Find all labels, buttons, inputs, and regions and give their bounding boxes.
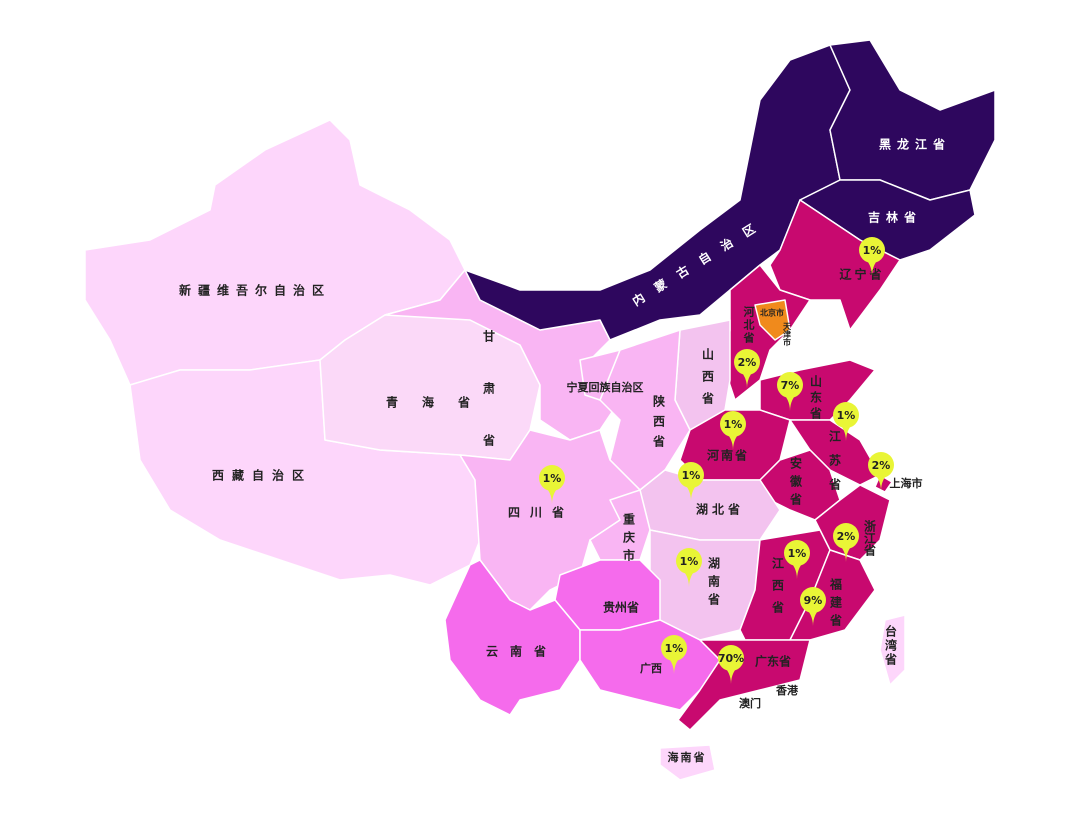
province-shape [129, 359, 481, 586]
pin-marker [678, 462, 704, 488]
pin: 1% [720, 411, 746, 450]
province-label: 宁夏回族自治区 [567, 380, 644, 394]
province-label: 江西省 [771, 556, 785, 623]
province-shape [829, 39, 996, 201]
province-label: 上海市 [890, 476, 923, 490]
pin: 2% [868, 452, 894, 491]
pin-marker [784, 540, 810, 566]
province-label: 河北省 [742, 305, 756, 345]
province-label: 云南省 [486, 644, 558, 659]
pin: 1% [859, 237, 885, 276]
pin-label: 1% [837, 409, 856, 422]
province-label: 香港 [775, 683, 799, 697]
percentage-pins: 1% 2% 7% 1% 1% 2% 1% 1% 2% 1% 1% 9% 1% 70% [539, 237, 894, 684]
province-label: 浙江省 [863, 519, 877, 557]
pin-marker [833, 523, 859, 549]
province-label: 陕西省 [652, 394, 666, 455]
pin: 7% [777, 372, 803, 411]
province-label: 湖北省 [696, 502, 744, 517]
pin-label: 70% [718, 652, 744, 665]
province-shape [659, 744, 716, 781]
province-label: 福建省 [829, 577, 843, 632]
province-label: 湖南省 [707, 556, 721, 611]
pin-marker [661, 635, 687, 661]
province-label: 辽宁省 [839, 267, 884, 282]
pin: 2% [734, 349, 760, 388]
pin-marker [868, 452, 894, 478]
province-shape [754, 299, 791, 341]
province-label: 西藏自治区 [212, 468, 312, 483]
province-label: 天津市 [782, 322, 792, 347]
province-label: 海南省 [668, 750, 707, 764]
pin: 2% [833, 523, 859, 562]
pin: 1% [833, 402, 859, 441]
pin-marker [859, 237, 885, 263]
pin-label: 2% [738, 356, 757, 369]
pin: 1% [661, 635, 687, 674]
province-shape [677, 639, 811, 731]
province-label: 江苏省 [828, 429, 842, 502]
pin-label: 1% [863, 244, 882, 257]
province-label: 重庆市 [622, 512, 636, 567]
pin-marker [676, 548, 702, 574]
pin-label: 1% [543, 472, 562, 485]
province-label: 吉林省 [868, 210, 922, 225]
pin-label: 7% [781, 379, 800, 392]
province-shape [879, 614, 906, 686]
province-label: 青海省 [386, 395, 494, 410]
provinces [84, 39, 996, 781]
pin-marker [539, 465, 565, 491]
province-label: 黑龙江省 [879, 137, 951, 152]
pin-label: 1% [724, 418, 743, 431]
pin-label: 1% [665, 642, 684, 655]
pin-marker [718, 645, 744, 671]
province-label: 广西 [640, 661, 662, 675]
province-label: 台湾省 [884, 624, 898, 667]
province-label: 北京市 [760, 308, 784, 318]
province-label: 山东省 [809, 374, 823, 423]
pin-label: 1% [788, 547, 807, 560]
province-label: 四川省 [508, 505, 574, 520]
province-shape [579, 349, 621, 401]
province-label: 澳门 [739, 696, 761, 710]
pin: 70% [718, 645, 744, 684]
pin-marker [800, 587, 826, 613]
province-label: 贵州省 [603, 600, 639, 615]
province-label: 山西省 [701, 347, 715, 414]
province-label: 安徽省 [789, 456, 803, 511]
pin: 9% [800, 587, 826, 626]
pin: 1% [539, 465, 565, 504]
pin-label: 1% [682, 469, 701, 482]
pin-marker [734, 349, 760, 375]
pin-marker [720, 411, 746, 437]
province-label: 新疆维吾尔自治区 [179, 283, 331, 298]
pin-label: 2% [872, 459, 891, 472]
province-shape [444, 559, 581, 716]
pin-marker [777, 372, 803, 398]
province-label: 河南省 [706, 448, 749, 463]
pin-label: 9% [804, 594, 823, 607]
province-label: 广东省 [755, 654, 791, 669]
pin: 1% [678, 462, 704, 501]
pin-label: 2% [837, 530, 856, 543]
pin: 1% [784, 540, 810, 579]
province-label: 甘肃省 [482, 329, 496, 486]
pin: 1% [676, 548, 702, 587]
pin-marker [833, 402, 859, 428]
pin-label: 1% [680, 555, 699, 568]
